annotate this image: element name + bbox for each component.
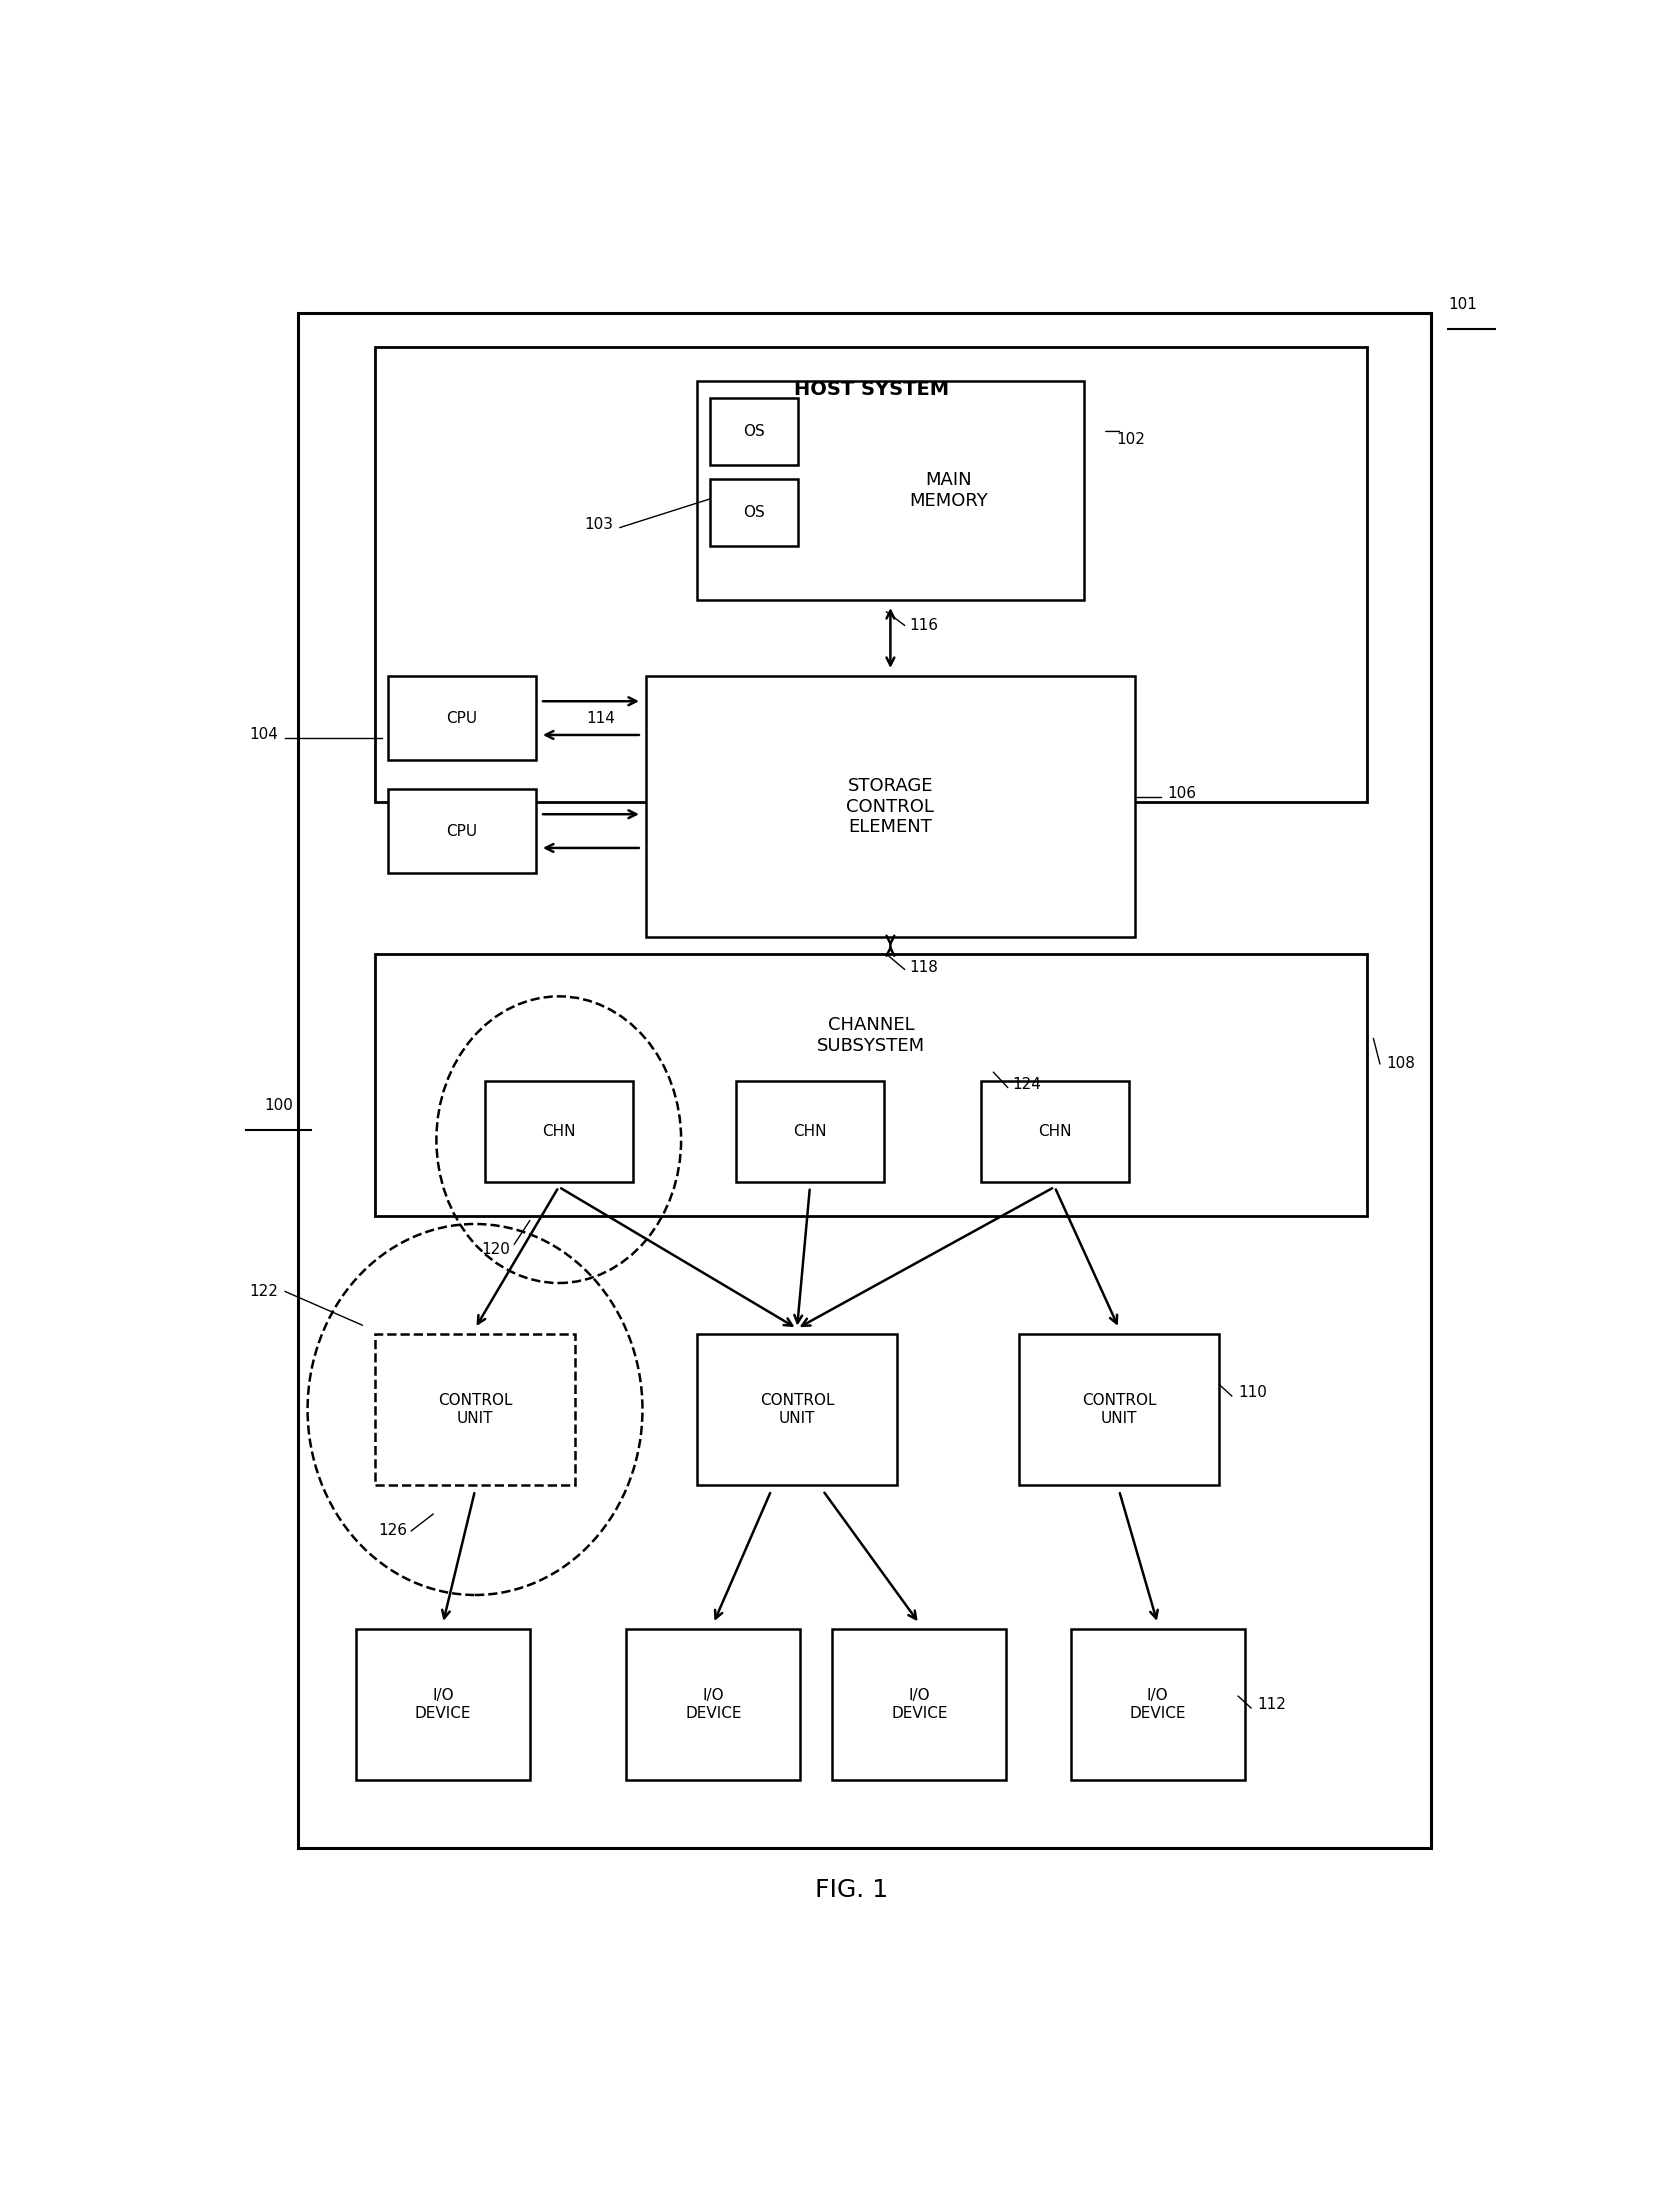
Text: 104: 104 — [249, 727, 279, 742]
FancyBboxPatch shape — [485, 1080, 633, 1183]
FancyBboxPatch shape — [356, 1629, 530, 1780]
Text: I/O
DEVICE: I/O DEVICE — [414, 1688, 470, 1721]
FancyBboxPatch shape — [710, 480, 798, 545]
Text: CONTROL
UNIT: CONTROL UNIT — [760, 1393, 834, 1426]
Text: 100: 100 — [264, 1099, 293, 1113]
FancyBboxPatch shape — [389, 677, 537, 760]
Text: 103: 103 — [585, 517, 613, 532]
FancyBboxPatch shape — [698, 381, 1084, 600]
FancyBboxPatch shape — [389, 788, 537, 874]
FancyBboxPatch shape — [376, 1334, 575, 1485]
FancyBboxPatch shape — [736, 1080, 884, 1183]
FancyBboxPatch shape — [627, 1629, 801, 1780]
Text: CPU: CPU — [447, 710, 477, 725]
Text: 122: 122 — [249, 1283, 279, 1299]
Text: 126: 126 — [379, 1524, 407, 1537]
Text: STORAGE
CONTROL
ELEMENT: STORAGE CONTROL ELEMENT — [846, 777, 934, 837]
FancyBboxPatch shape — [297, 313, 1431, 1848]
Text: HOST SYSTEM: HOST SYSTEM — [793, 379, 949, 399]
FancyBboxPatch shape — [376, 955, 1366, 1215]
FancyBboxPatch shape — [645, 677, 1135, 937]
Text: OS: OS — [743, 425, 765, 438]
FancyBboxPatch shape — [833, 1629, 1007, 1780]
Text: CONTROL
UNIT: CONTROL UNIT — [1082, 1393, 1157, 1426]
Text: 116: 116 — [909, 618, 939, 633]
Text: 102: 102 — [1115, 431, 1145, 447]
Text: OS: OS — [743, 506, 765, 519]
Text: 124: 124 — [1012, 1077, 1042, 1091]
FancyBboxPatch shape — [981, 1080, 1128, 1183]
Text: CHN: CHN — [1037, 1123, 1072, 1139]
Text: CHN: CHN — [793, 1123, 826, 1139]
Text: 106: 106 — [1167, 786, 1197, 802]
Text: MAIN
MEMORY: MAIN MEMORY — [909, 471, 987, 510]
Text: CHANNEL
SUBSYSTEM: CHANNEL SUBSYSTEM — [818, 1016, 926, 1056]
Text: CPU: CPU — [447, 823, 477, 839]
Text: 108: 108 — [1386, 1056, 1414, 1071]
FancyBboxPatch shape — [1019, 1334, 1218, 1485]
Text: I/O
DEVICE: I/O DEVICE — [685, 1688, 741, 1721]
Text: 112: 112 — [1258, 1697, 1286, 1713]
Text: 110: 110 — [1238, 1384, 1266, 1399]
Text: 114: 114 — [587, 710, 615, 725]
FancyBboxPatch shape — [710, 399, 798, 464]
FancyBboxPatch shape — [376, 346, 1366, 802]
Text: FIG. 1: FIG. 1 — [816, 1879, 888, 1903]
FancyBboxPatch shape — [698, 1334, 897, 1485]
Text: I/O
DEVICE: I/O DEVICE — [1130, 1688, 1187, 1721]
Text: 120: 120 — [482, 1242, 510, 1257]
Text: 118: 118 — [909, 959, 939, 975]
Text: 101: 101 — [1448, 298, 1478, 313]
Text: CONTROL
UNIT: CONTROL UNIT — [437, 1393, 512, 1426]
Text: I/O
DEVICE: I/O DEVICE — [891, 1688, 947, 1721]
FancyBboxPatch shape — [1070, 1629, 1245, 1780]
Text: CHN: CHN — [542, 1123, 575, 1139]
